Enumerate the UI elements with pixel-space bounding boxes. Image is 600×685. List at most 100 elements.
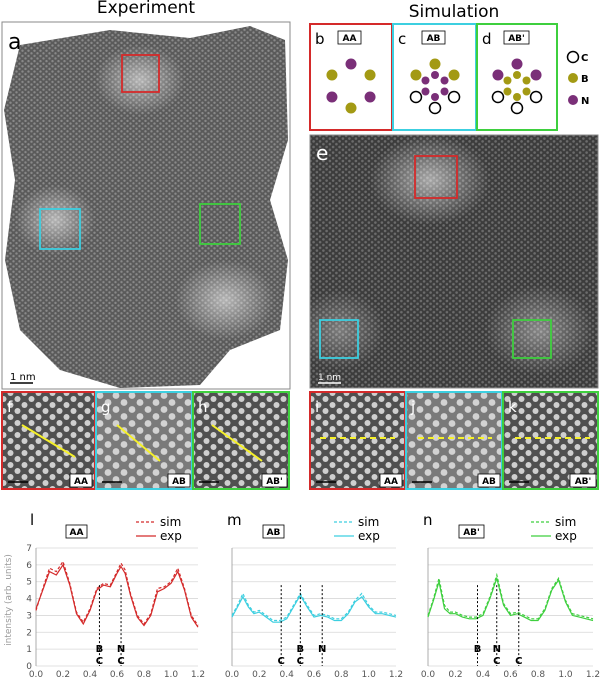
x-tick-label: 0.0 — [225, 670, 240, 680]
zoom-panel-h — [192, 391, 290, 490]
chart-ylabel: intensity (arb. units) — [4, 554, 14, 646]
site-label: N — [493, 644, 501, 655]
legend-boron-label: B — [581, 74, 589, 85]
panel-label-n: n — [423, 511, 433, 529]
panel-label-h: h — [198, 398, 208, 416]
panel-label-a: a — [8, 30, 21, 55]
zoom-tag-k: AB' — [575, 477, 592, 487]
panel-label-d: d — [482, 30, 492, 48]
chart-n: 0.00.20.40.60.81.01.2distance (nm)BNCCnA… — [421, 511, 600, 685]
series-exp-line — [231, 594, 397, 623]
y-tick-label: 0 — [26, 662, 32, 672]
panel-label-i: i — [315, 398, 319, 416]
zoom-tag-f: AA — [74, 477, 88, 487]
atom-b — [522, 76, 531, 85]
zoom-tag-j: AB — [482, 477, 496, 487]
atom-c — [409, 90, 423, 104]
header-simulation: Simulation — [409, 2, 500, 22]
zoom-tag-g: AB — [172, 477, 186, 487]
legend-sim-label: sim — [555, 515, 576, 529]
y-tick-label: 4 — [26, 595, 32, 605]
x-tick-label: 0.0 — [421, 670, 436, 680]
panel-label-e: e — [316, 141, 328, 165]
legend-exp-label: exp — [160, 529, 182, 543]
atom-c — [491, 90, 505, 104]
site-label: C — [117, 656, 124, 667]
x-tick-label: 1.2 — [191, 670, 205, 680]
x-tick-label: 0.4 — [476, 670, 491, 680]
scale-bar-a: 1 nm — [10, 372, 36, 383]
x-tick-label: 1.2 — [389, 670, 403, 680]
site-label: B — [474, 644, 482, 655]
x-tick-label: 0.4 — [280, 670, 295, 680]
y-tick-label: 1 — [26, 645, 32, 655]
zoom-tag-h: AB' — [266, 477, 283, 487]
atom-legend — [566, 50, 580, 105]
site-label: C — [515, 656, 522, 667]
atom-b — [522, 87, 531, 96]
zoom-panel-k — [502, 391, 599, 490]
atom-n — [431, 93, 439, 101]
x-tick-label: 0.2 — [448, 670, 462, 680]
atom-n — [440, 76, 449, 85]
zoom-panel-f — [1, 391, 96, 490]
atom-n — [345, 58, 357, 70]
chart-m: 0.00.20.40.60.81.01.2distance (nm)CBCNmA… — [225, 511, 403, 685]
x-tick-label: 0.6 — [503, 670, 518, 680]
x-tick-label: 0.2 — [56, 670, 70, 680]
zoom-tag-i: AA — [384, 477, 398, 487]
site-label: B — [96, 644, 104, 655]
atom-b — [513, 71, 521, 79]
site-label: C — [493, 656, 500, 667]
chart-tag-box — [65, 524, 88, 539]
atom-n — [492, 69, 504, 81]
legend-boron-icon — [568, 73, 578, 83]
y-tick-label: 7 — [26, 544, 32, 554]
legend-sim-label: sim — [358, 515, 379, 529]
legend-sim-label: sim — [160, 515, 181, 529]
atom-n — [511, 58, 523, 70]
atom-b — [410, 69, 422, 81]
atom-lattice-ab — [409, 58, 461, 115]
panel-label-g: g — [101, 398, 111, 416]
atom-n — [530, 69, 542, 81]
atom-b — [345, 102, 357, 114]
site-label: C — [297, 656, 304, 667]
x-tick-label: 1.2 — [586, 670, 600, 680]
x-tick-label: 0.8 — [334, 670, 349, 680]
x-tick-label: 0.2 — [252, 670, 266, 680]
tag-b-aa: AA — [343, 34, 357, 44]
zoom-panel-g — [95, 391, 193, 490]
x-tick-label: 1.0 — [164, 670, 179, 680]
tag-c-ab: AB — [427, 34, 441, 44]
x-tick-label: 0.6 — [307, 670, 322, 680]
x-tick-label: 0.8 — [531, 670, 546, 680]
y-tick-label: 5 — [26, 578, 32, 588]
x-tick-label: 0.4 — [83, 670, 98, 680]
x-tick-label: 1.0 — [362, 670, 377, 680]
series-exp-line — [427, 576, 594, 622]
x-tick-label: 1.0 — [558, 670, 573, 680]
panel-label-m: m — [227, 511, 242, 529]
legend-exp-label: exp — [358, 529, 380, 543]
legend-carbon-label: C — [581, 53, 588, 64]
series-sim-line — [231, 592, 397, 622]
atom-c — [529, 90, 543, 104]
panel-b-model — [309, 23, 393, 131]
y-tick-label: 6 — [26, 561, 32, 571]
atom-c — [428, 101, 442, 115]
y-tick-label: 2 — [26, 628, 32, 638]
x-tick-label: 0.0 — [29, 670, 44, 680]
legend-carbon-icon — [566, 50, 580, 64]
chart-tag-box — [262, 524, 285, 539]
atom-b — [503, 87, 512, 96]
panel-label-l: l — [30, 511, 34, 529]
atom-b — [326, 69, 338, 81]
site-label: C — [96, 656, 103, 667]
atom-b — [503, 76, 512, 85]
panel-label-c: c — [398, 30, 406, 48]
panel-label-j: j — [410, 398, 415, 416]
site-label: B — [297, 644, 305, 655]
panel-label-b: b — [315, 30, 325, 48]
atom-n — [440, 87, 449, 96]
